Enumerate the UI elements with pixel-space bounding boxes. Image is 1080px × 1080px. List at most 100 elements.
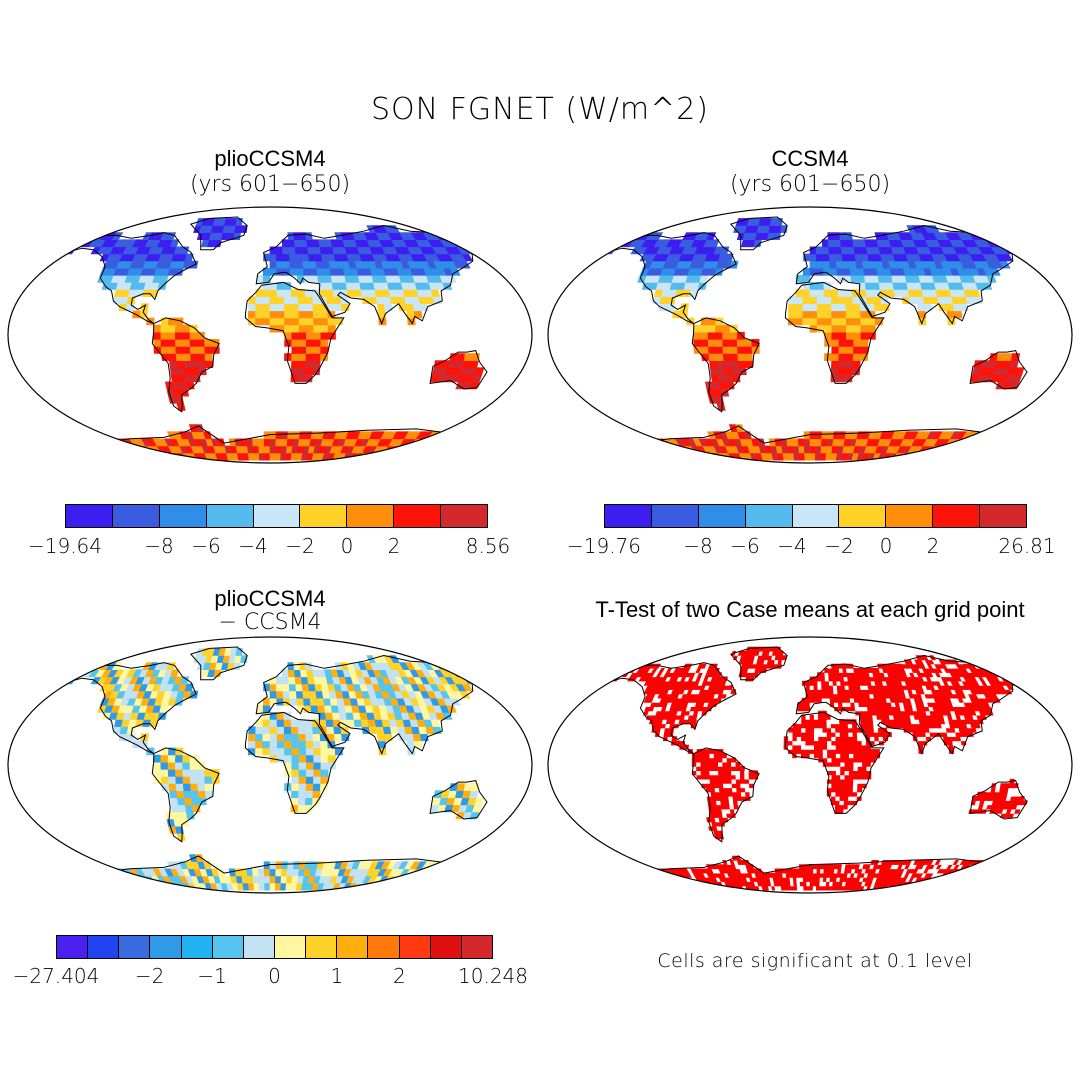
- grid-cell: [623, 877, 633, 882]
- grid-cell: [822, 753, 828, 759]
- grid-cell: [196, 761, 205, 770]
- grid-cell: [284, 747, 293, 756]
- grid-cell: [275, 431, 283, 440]
- grid-cell: [116, 452, 130, 461]
- grid-cell: [736, 331, 745, 340]
- grid-cell: [844, 740, 850, 746]
- grid-cell: [718, 774, 724, 780]
- grid-cell: [269, 289, 278, 297]
- grid-cell: [288, 676, 296, 685]
- grid-cell: [737, 360, 747, 368]
- grid-cell: [298, 740, 307, 749]
- grid-cell: [831, 744, 837, 750]
- grid-cell: [795, 296, 804, 304]
- grid-cell: [298, 353, 307, 361]
- grid-cell: [427, 875, 441, 884]
- grid-cell: [866, 749, 872, 754]
- grid-cell: [722, 757, 728, 763]
- grid-cell: [827, 749, 833, 754]
- grid-cell: [972, 885, 982, 891]
- grid-cell: [275, 868, 283, 877]
- grid-cell: [269, 861, 277, 870]
- grid-cell: [998, 872, 1007, 878]
- grid-cell: [450, 431, 464, 440]
- grid-cell: [813, 689, 819, 695]
- grid-cell: [756, 438, 766, 447]
- grid-cell: [848, 740, 854, 746]
- grid-cell: [846, 702, 852, 707]
- grid-cell: [291, 339, 300, 347]
- grid-cell: [709, 885, 717, 891]
- grid-cell: [298, 754, 307, 763]
- grid-cell: [305, 754, 315, 763]
- grid-cell: [182, 754, 191, 763]
- grid-cell: [400, 882, 413, 891]
- grid-cell: [839, 791, 845, 797]
- coastline-eurasia: [255, 654, 496, 755]
- grid-cell: [813, 732, 819, 737]
- grid-cell: [456, 783, 466, 791]
- grid-cell: [835, 723, 841, 729]
- grid-cell: [857, 753, 863, 759]
- grid-cell: [857, 778, 863, 784]
- grid-cell: [866, 296, 875, 304]
- grid-cell: [822, 749, 828, 754]
- grid-cell: [160, 331, 169, 340]
- grid-cell: [728, 800, 735, 806]
- grid-cell: [622, 438, 636, 447]
- grid-cell: [177, 374, 187, 383]
- grid-cell: [821, 431, 829, 440]
- grid-cell: [81, 662, 95, 671]
- grid-cell: [252, 868, 260, 877]
- grid-cell: [283, 733, 292, 742]
- grid-cell: [837, 289, 846, 297]
- grid-cell: [971, 868, 980, 874]
- grid-cell: [809, 864, 814, 870]
- grid-cell: [835, 783, 841, 789]
- grid-cell: [168, 776, 177, 784]
- grid-cell: [182, 346, 191, 354]
- grid-cell: [815, 246, 824, 255]
- grid-cell: [818, 753, 824, 759]
- grid-cell: [843, 727, 849, 733]
- grid-cell: [105, 452, 119, 461]
- grid-cell: [262, 296, 271, 304]
- grid-cell: [346, 719, 356, 727]
- grid-cell: [457, 232, 471, 241]
- grid-cell: [618, 881, 628, 887]
- grid-cell: [799, 877, 804, 882]
- grid-cell: [853, 761, 859, 767]
- grid-cell: [160, 761, 169, 770]
- grid-cell: [709, 770, 715, 776]
- coastline-africa: [244, 711, 345, 814]
- grid-cell: [168, 346, 177, 354]
- grid-cell: [829, 697, 835, 703]
- grid-cell: [950, 885, 959, 891]
- grid-cell: [700, 346, 710, 354]
- grid-cell: [291, 776, 300, 784]
- grid-cell: [63, 239, 77, 248]
- grid-cell: [835, 740, 841, 746]
- grid-cell: [673, 452, 685, 461]
- grid-cell: [368, 882, 380, 891]
- grid-cell: [298, 331, 307, 340]
- grid-cell: [275, 445, 282, 454]
- grid-cell: [269, 452, 276, 461]
- grid-cell: [169, 367, 179, 376]
- grid-cell: [269, 868, 277, 877]
- grid-cell: [970, 289, 981, 297]
- grid-cell: [376, 303, 386, 312]
- grid-cell: [825, 685, 830, 690]
- grid-cell: [826, 723, 832, 729]
- grid-cell: [722, 339, 731, 347]
- grid-cell: [82, 868, 96, 877]
- grid-cell: [805, 723, 811, 729]
- grid-cell: [160, 769, 169, 777]
- grid-cell: [979, 438, 993, 447]
- grid-cell: [967, 868, 976, 874]
- grid-cell: [799, 872, 804, 878]
- grid-cell: [297, 367, 307, 376]
- grid-cell: [835, 766, 841, 771]
- grid-cell: [803, 881, 808, 887]
- grid-cell: [726, 778, 733, 784]
